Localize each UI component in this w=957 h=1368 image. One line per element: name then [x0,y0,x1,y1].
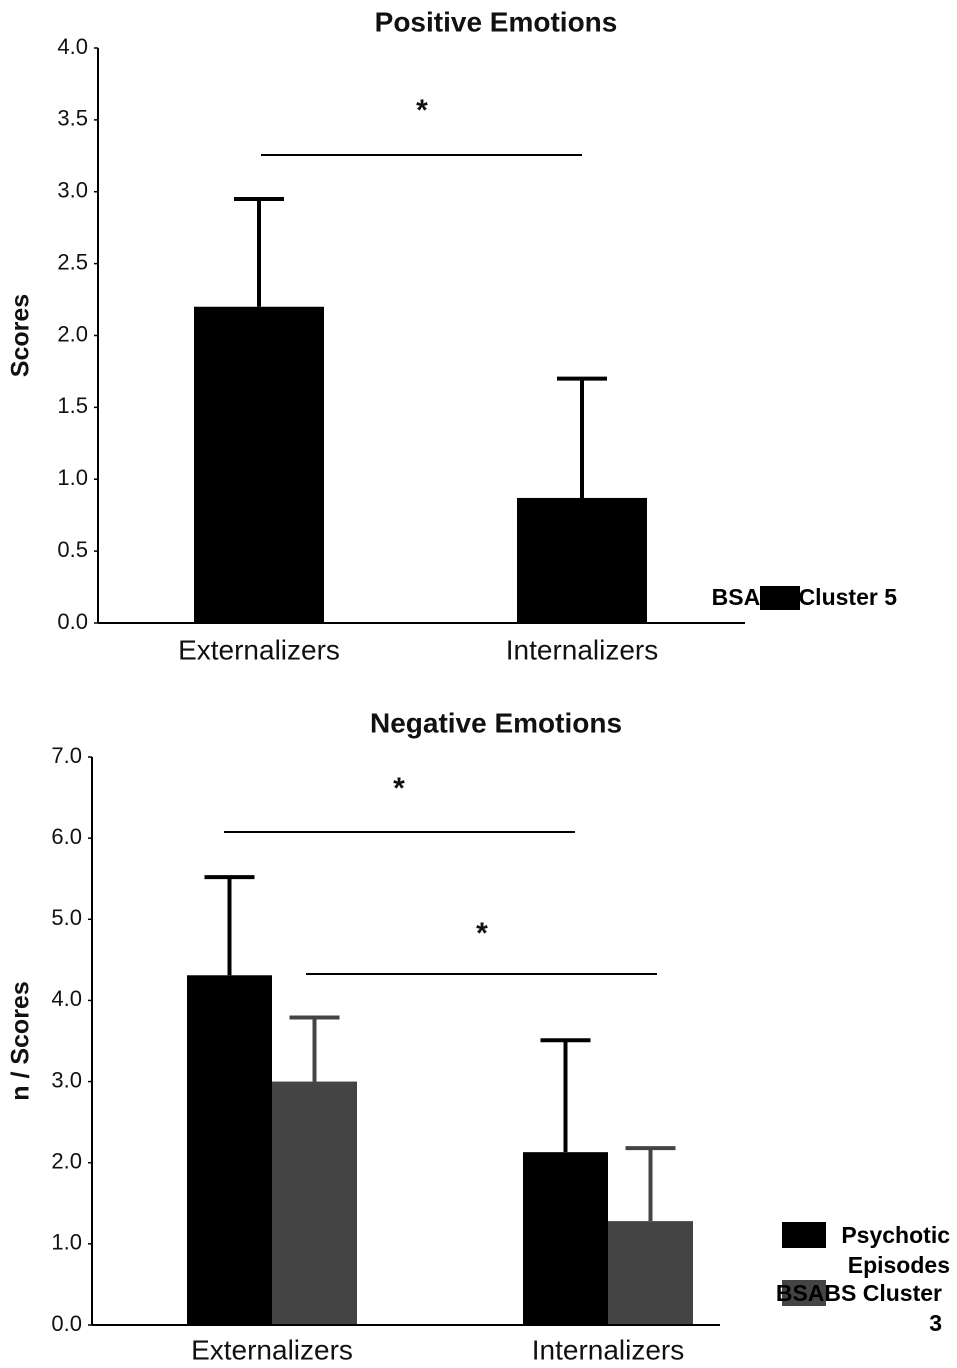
bar [608,1221,693,1325]
y-tick-label: 1.0 [51,1230,82,1255]
y-axis-label: Scores [7,294,35,377]
error-bar [289,1015,340,1082]
x-tick-label: Internalizers [532,1334,685,1365]
y-tick-label: 0.0 [51,1311,82,1336]
y-tick-label: 1.0 [57,465,88,490]
error-bar [557,376,607,498]
x-tick-label: Internalizers [506,634,659,665]
bar [523,1152,608,1325]
legend-label: BSABS Cluster 3 [775,1280,942,1336]
y-tick-label: 3.0 [51,1067,82,1092]
x-tick-label: Externalizers [178,634,340,665]
y-tick-label: 2.0 [51,1149,82,1174]
significance-mark: * [416,94,428,127]
bar [272,1081,357,1325]
y-tick-label: 0.5 [57,537,88,562]
legend-label: BSABS Cluster 5 [711,584,897,610]
bar [187,975,272,1325]
legend-swatch [782,1280,826,1306]
chart-title: Positive Emotions [375,6,618,37]
y-tick-label: 0.0 [57,609,88,634]
y-axis-label: n / Scores [7,981,35,1101]
y-tick-label: 6.0 [51,824,82,849]
error-bar [204,875,255,976]
y-tick-label: 5.0 [51,905,82,930]
legend-label: Psychotic Episodes [841,1222,950,1278]
bar [517,497,647,623]
significance-mark: * [476,917,488,950]
y-tick-label: 1.5 [57,393,88,418]
legend-swatch [782,1222,826,1248]
y-tick-label: 4.0 [51,986,82,1011]
error-bar [540,1038,591,1153]
x-tick-label: Externalizers [191,1334,353,1365]
y-tick-label: 3.0 [57,178,88,203]
significance-mark: * [393,772,405,805]
y-tick-label: 7.0 [51,743,82,768]
y-tick-label: 2.0 [57,321,88,346]
chart-title: Negative Emotions [370,707,622,738]
y-tick-label: 2.5 [57,249,88,274]
y-tick-label: 3.5 [57,106,88,131]
y-tick-label: 4.0 [57,34,88,59]
error-bar [625,1146,676,1222]
legend-swatch [760,586,800,610]
bar [194,306,324,623]
error-bar [234,196,284,307]
